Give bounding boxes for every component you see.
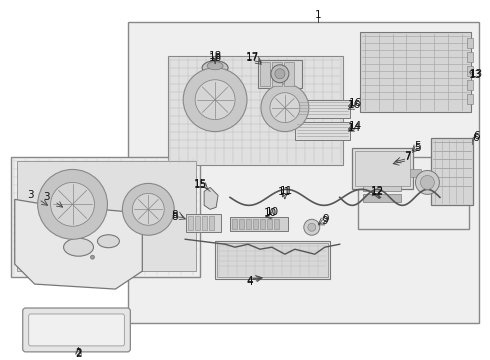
- Circle shape: [38, 170, 107, 239]
- Text: 9: 9: [321, 216, 328, 226]
- Bar: [230, 217, 288, 231]
- Bar: [467, 66, 473, 76]
- Circle shape: [420, 175, 435, 189]
- Bar: [202, 216, 207, 230]
- Circle shape: [50, 183, 95, 226]
- Text: 10: 10: [266, 207, 278, 217]
- Circle shape: [275, 69, 285, 79]
- Text: 16: 16: [349, 98, 362, 108]
- Circle shape: [270, 93, 300, 123]
- Bar: [295, 100, 350, 118]
- Bar: [363, 165, 400, 176]
- Text: 1: 1: [315, 10, 321, 20]
- Ellipse shape: [64, 238, 94, 256]
- Text: 12: 12: [371, 186, 384, 197]
- Text: 14: 14: [348, 123, 361, 132]
- Bar: [128, 22, 479, 323]
- Text: 16: 16: [348, 100, 361, 110]
- Bar: [431, 138, 473, 205]
- Bar: [352, 148, 414, 189]
- Bar: [360, 32, 471, 112]
- Bar: [358, 157, 469, 229]
- Bar: [253, 219, 258, 229]
- Ellipse shape: [202, 61, 228, 75]
- Circle shape: [132, 193, 164, 225]
- Text: 11: 11: [280, 186, 294, 197]
- Bar: [188, 216, 193, 230]
- Text: 3: 3: [27, 190, 34, 201]
- Text: 18: 18: [208, 53, 221, 63]
- Bar: [258, 60, 302, 88]
- Text: 15: 15: [194, 179, 207, 189]
- Text: 18: 18: [208, 51, 221, 61]
- Bar: [239, 219, 244, 229]
- Bar: [363, 179, 400, 192]
- Bar: [260, 219, 265, 229]
- Bar: [406, 170, 421, 177]
- Text: 5: 5: [414, 143, 421, 153]
- FancyBboxPatch shape: [23, 308, 130, 352]
- Bar: [260, 62, 270, 86]
- Text: 17: 17: [245, 52, 259, 62]
- Bar: [186, 214, 221, 232]
- Text: 11: 11: [278, 188, 292, 197]
- Circle shape: [271, 65, 289, 83]
- Bar: [467, 52, 473, 62]
- Bar: [284, 62, 294, 86]
- Ellipse shape: [98, 235, 120, 248]
- Circle shape: [416, 170, 440, 194]
- Bar: [246, 219, 251, 229]
- Ellipse shape: [207, 62, 223, 70]
- Circle shape: [195, 80, 235, 120]
- Circle shape: [183, 68, 247, 131]
- Text: 7: 7: [404, 153, 411, 162]
- Polygon shape: [204, 188, 218, 209]
- Bar: [467, 94, 473, 104]
- Bar: [295, 122, 350, 140]
- Bar: [363, 194, 400, 202]
- Text: 5: 5: [414, 140, 421, 150]
- Bar: [195, 216, 200, 230]
- Text: 2: 2: [75, 348, 82, 358]
- Bar: [272, 62, 282, 86]
- Text: 13: 13: [469, 69, 483, 79]
- Circle shape: [91, 255, 95, 259]
- Polygon shape: [15, 199, 142, 289]
- Text: 15: 15: [194, 180, 207, 190]
- Text: 9: 9: [322, 214, 329, 224]
- Text: 6: 6: [472, 132, 479, 143]
- Text: 10: 10: [263, 208, 276, 218]
- Text: 17: 17: [245, 53, 259, 63]
- Text: 2: 2: [75, 349, 82, 359]
- Bar: [11, 157, 200, 277]
- Bar: [267, 219, 272, 229]
- Circle shape: [122, 183, 174, 235]
- Bar: [168, 56, 343, 166]
- Text: 7: 7: [404, 150, 411, 161]
- Circle shape: [261, 84, 309, 131]
- FancyBboxPatch shape: [29, 314, 124, 346]
- Bar: [274, 219, 279, 229]
- Text: 14: 14: [349, 121, 362, 131]
- Bar: [467, 38, 473, 48]
- Circle shape: [304, 219, 320, 235]
- Text: 3: 3: [43, 192, 50, 202]
- Text: 8: 8: [171, 212, 177, 222]
- Bar: [467, 80, 473, 90]
- Bar: [209, 216, 214, 230]
- Bar: [215, 241, 330, 279]
- Circle shape: [308, 223, 316, 231]
- Text: 12: 12: [371, 188, 384, 197]
- Text: 13: 13: [468, 70, 482, 80]
- Text: 4: 4: [246, 277, 253, 287]
- Text: 6: 6: [473, 131, 480, 140]
- Text: 8: 8: [171, 210, 177, 220]
- Bar: [17, 162, 196, 271]
- Bar: [217, 243, 328, 277]
- Text: 4: 4: [246, 276, 253, 286]
- Bar: [232, 219, 237, 229]
- Bar: [355, 150, 411, 186]
